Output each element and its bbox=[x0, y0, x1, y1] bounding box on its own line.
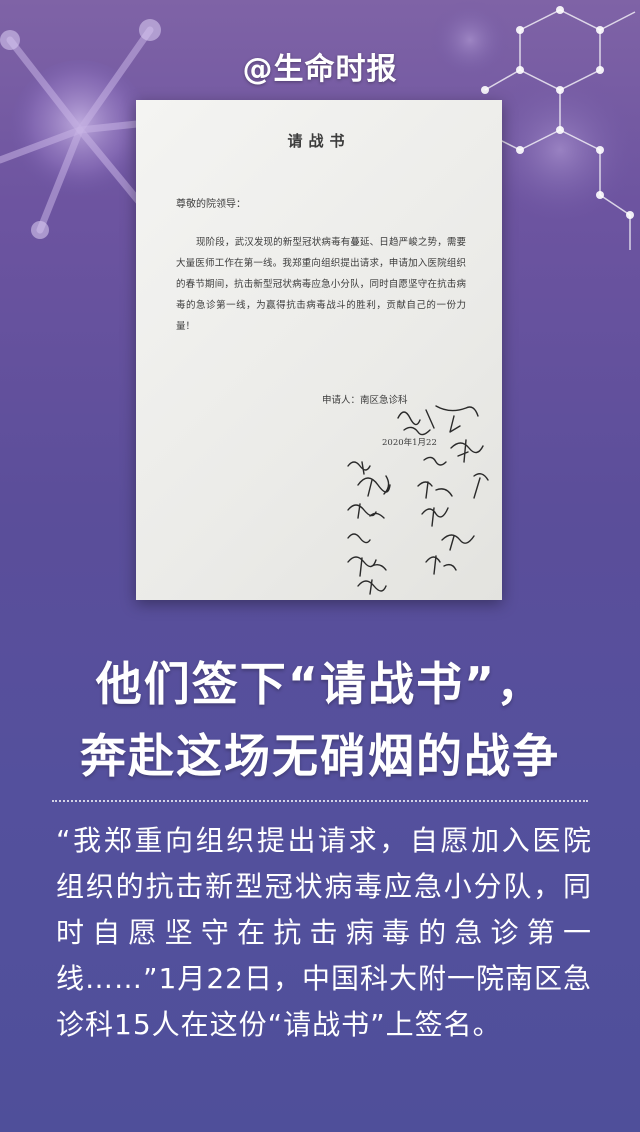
letter-salutation: 尊敬的院领导： bbox=[176, 199, 246, 210]
watermark: @生命时报 bbox=[242, 52, 398, 87]
letter-body: 现阶段，武汉发现的新型冠状病毒有蔓延、日趋严峻之势，需要大量医师工作在第一线。我… bbox=[176, 237, 466, 332]
dotted-divider bbox=[52, 800, 588, 802]
letter-title: 请战书 bbox=[287, 132, 351, 150]
headline-line-1: 他们签下“请战书”， bbox=[95, 657, 545, 711]
molecule-illustration bbox=[481, 6, 636, 250]
petition-letter-photo: 请战书 尊敬的院领导： 现阶段，武汉发现的新型冠状病毒有蔓延、日趋严峻之势，需要… bbox=[136, 100, 502, 600]
letter-applicant: 申请人：南区急诊科 bbox=[322, 395, 408, 406]
handwritten-signatures bbox=[347, 405, 489, 595]
letter-date: 2020年1月22 bbox=[382, 438, 437, 448]
headline-line-2: 奔赴这场无硝烟的战争 bbox=[80, 729, 560, 783]
caption-text: “我郑重向组织提出请求，自愿加入医院组织的抗击新型冠状病毒应急小分队，同时自愿坚… bbox=[56, 824, 592, 1041]
